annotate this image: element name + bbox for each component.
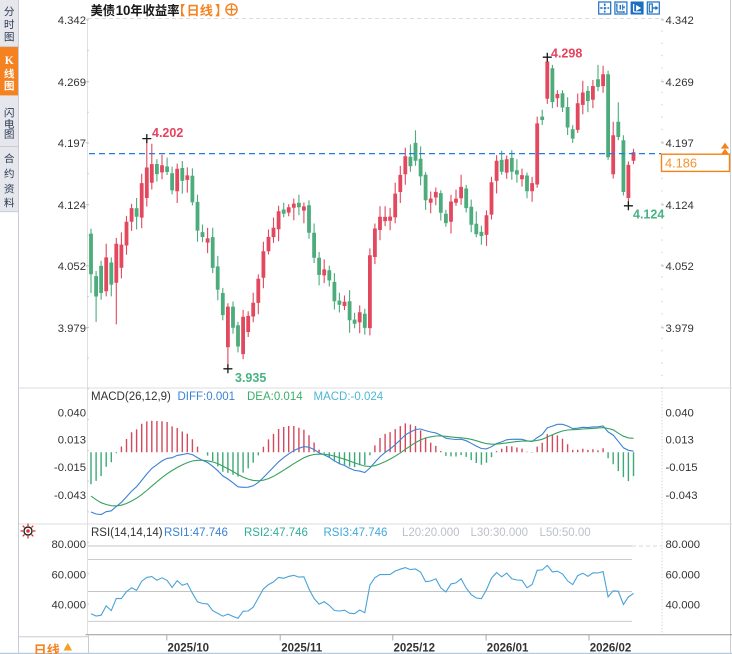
svg-text:3.979: 3.979 bbox=[58, 323, 86, 335]
svg-text:3.979: 3.979 bbox=[666, 323, 694, 335]
svg-text:4.052: 4.052 bbox=[58, 261, 86, 273]
svg-text:DIFF:0.001: DIFF:0.001 bbox=[178, 391, 236, 403]
svg-text:L30:30.000: L30:30.000 bbox=[471, 527, 529, 539]
svg-text:RSI1:47.746: RSI1:47.746 bbox=[164, 527, 228, 539]
svg-text:-0.043: -0.043 bbox=[666, 490, 698, 502]
svg-text:4.298: 4.298 bbox=[551, 47, 582, 61]
svg-text:L20:20.000: L20:20.000 bbox=[402, 527, 460, 539]
svg-text:80.000: 80.000 bbox=[666, 539, 701, 551]
svg-text:4.124: 4.124 bbox=[58, 200, 86, 212]
svg-text:L50:50.00: L50:50.00 bbox=[540, 527, 591, 539]
svg-text:4.202: 4.202 bbox=[152, 126, 183, 140]
svg-text:4.052: 4.052 bbox=[666, 261, 694, 273]
svg-text:4.197: 4.197 bbox=[666, 138, 694, 150]
svg-text:4.197: 4.197 bbox=[58, 138, 86, 150]
svg-text:4.269: 4.269 bbox=[58, 77, 86, 89]
svg-text:4.124: 4.124 bbox=[666, 200, 694, 212]
svg-text:-0.015: -0.015 bbox=[54, 462, 86, 474]
svg-text:80.000: 80.000 bbox=[51, 539, 86, 551]
svg-text:MACD(26,12,9): MACD(26,12,9) bbox=[91, 391, 171, 403]
svg-text:4.186: 4.186 bbox=[665, 155, 697, 170]
svg-text:0.013: 0.013 bbox=[58, 434, 86, 446]
svg-text:2025/11: 2025/11 bbox=[281, 643, 323, 654]
svg-text:-0.015: -0.015 bbox=[666, 462, 698, 474]
svg-text:2025/10: 2025/10 bbox=[168, 643, 210, 654]
svg-text:60.000: 60.000 bbox=[51, 569, 86, 581]
svg-text:2025/12: 2025/12 bbox=[394, 643, 436, 654]
svg-text:0.040: 0.040 bbox=[58, 407, 86, 419]
svg-text:4.269: 4.269 bbox=[666, 77, 694, 89]
svg-text:2026/02: 2026/02 bbox=[590, 643, 632, 654]
svg-text:-0.043: -0.043 bbox=[54, 490, 86, 502]
svg-text:0.013: 0.013 bbox=[666, 434, 694, 446]
svg-text:60.000: 60.000 bbox=[666, 569, 701, 581]
svg-text:2026/01: 2026/01 bbox=[487, 643, 529, 654]
svg-text:K: K bbox=[5, 55, 14, 67]
svg-text:4.342: 4.342 bbox=[666, 15, 694, 27]
svg-text:4.342: 4.342 bbox=[58, 15, 86, 27]
svg-text:40.000: 40.000 bbox=[51, 600, 86, 612]
svg-text:RSI3:47.746: RSI3:47.746 bbox=[324, 527, 388, 539]
svg-text:0.040: 0.040 bbox=[666, 407, 694, 419]
svg-text:RSI(14,14,14): RSI(14,14,14) bbox=[91, 527, 163, 539]
svg-text:RSI2:47.746: RSI2:47.746 bbox=[244, 527, 308, 539]
svg-text:DEA:0.014: DEA:0.014 bbox=[247, 391, 303, 403]
svg-text:4.124: 4.124 bbox=[633, 208, 664, 222]
svg-text:10: 10 bbox=[116, 3, 131, 18]
svg-text:40.000: 40.000 bbox=[666, 600, 701, 612]
svg-text:MACD:-0.024: MACD:-0.024 bbox=[314, 391, 384, 403]
svg-text:3.935: 3.935 bbox=[235, 371, 266, 385]
